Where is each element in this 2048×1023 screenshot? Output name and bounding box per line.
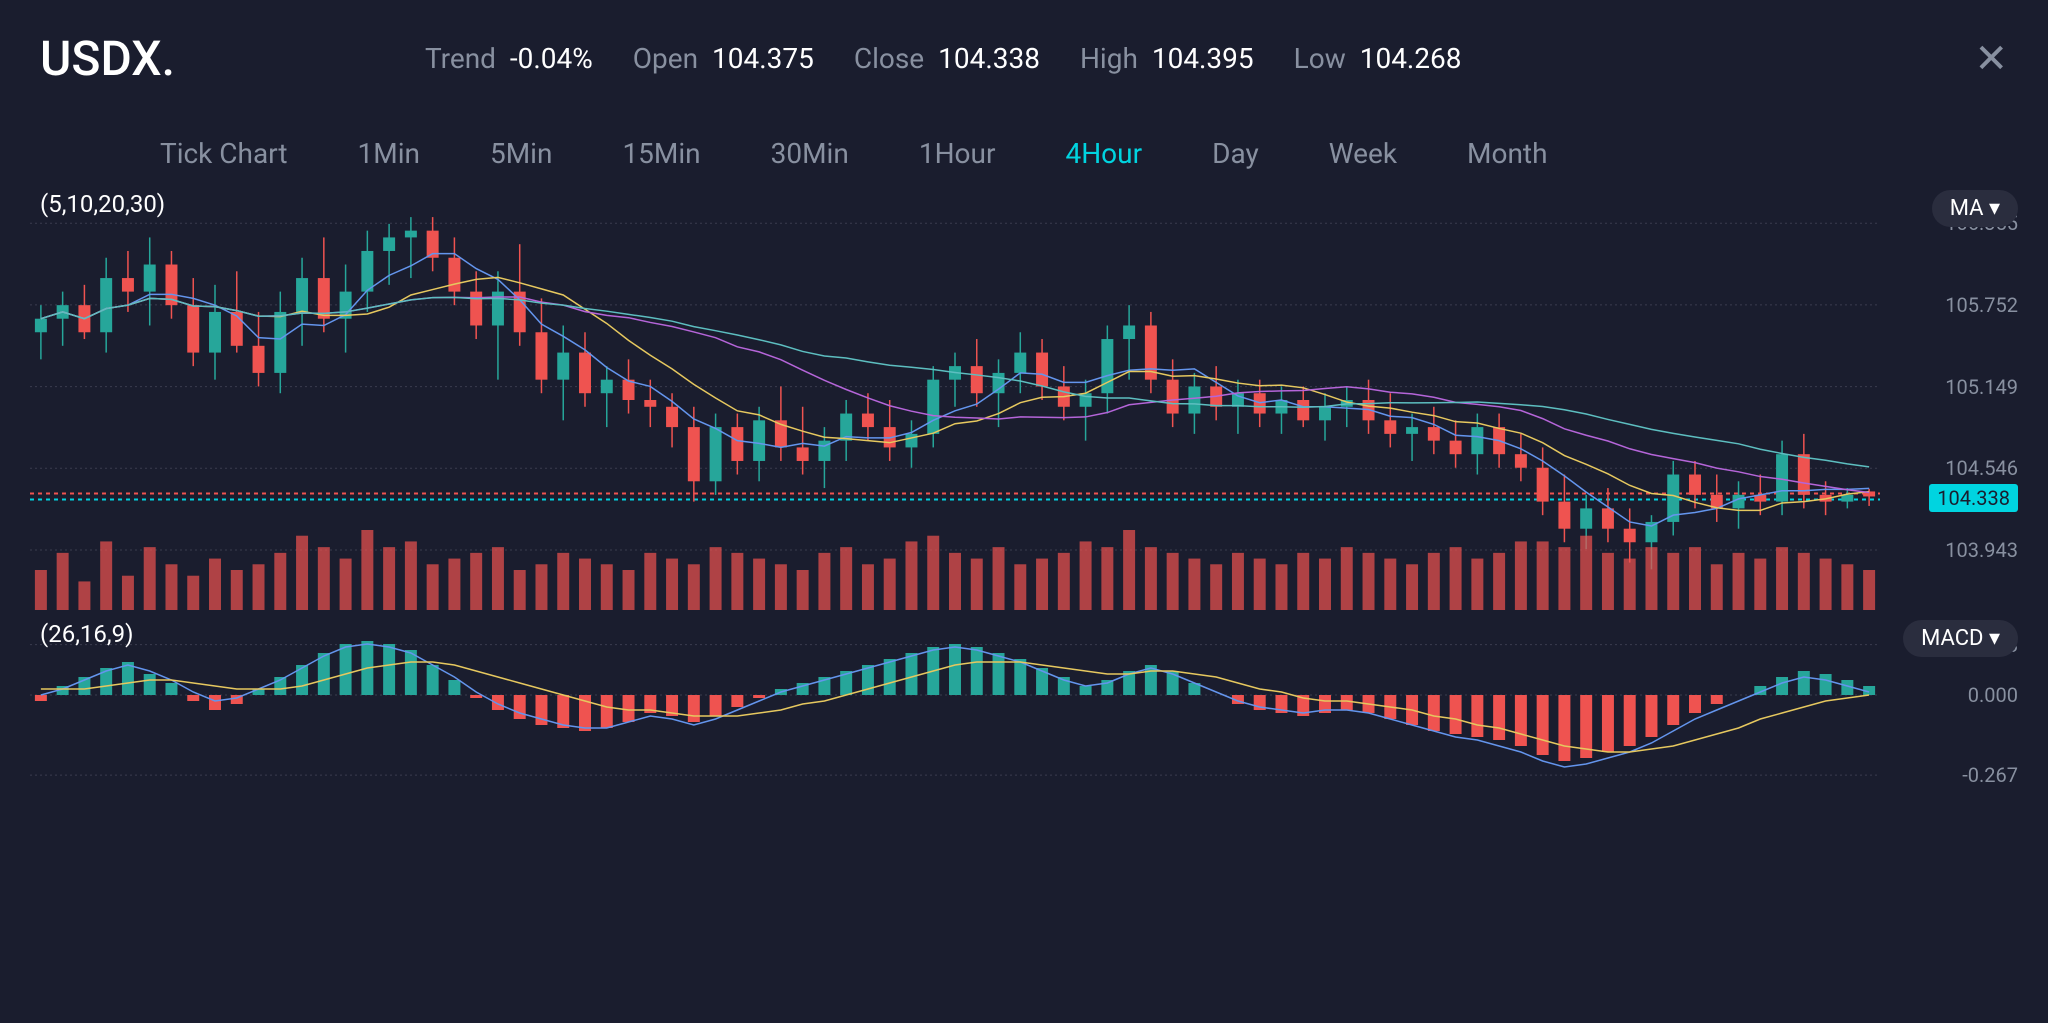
- price-chart-svg[interactable]: [30, 190, 1970, 610]
- timeframe-tab[interactable]: 5Min: [490, 137, 552, 170]
- price-y-label: 105.752: [1945, 293, 2018, 317]
- chevron-down-icon: ▾: [1989, 196, 2000, 221]
- ma-indicator-select[interactable]: MA ▾: [1932, 190, 2018, 227]
- stats-row: Trend -0.04% Open 104.375 Close 104.338 …: [425, 42, 1462, 75]
- timeframe-tab[interactable]: 1Hour: [919, 137, 996, 170]
- stat-trend: Trend -0.04%: [425, 42, 593, 75]
- timeframe-tab[interactable]: 4Hour: [1065, 137, 1142, 170]
- price-chart-container: (5,10,20,30) MA ▾ 106.355105.752105.1491…: [30, 190, 2018, 610]
- stat-low: Low 104.268: [1294, 42, 1462, 75]
- timeframe-tab[interactable]: Week: [1329, 137, 1397, 170]
- stat-close: Close 104.338: [854, 42, 1040, 75]
- macd-chart-svg[interactable]: [30, 620, 1970, 800]
- ma-params-label: (5,10,20,30): [40, 190, 165, 218]
- timeframe-tab[interactable]: 1Min: [358, 137, 420, 170]
- timeframe-tab[interactable]: Tick Chart: [160, 137, 288, 170]
- symbol-title: USDX.: [40, 30, 175, 87]
- timeframe-tab[interactable]: 15Min: [622, 137, 700, 170]
- close-button[interactable]: ✕: [1974, 35, 2008, 82]
- stat-high: High 104.395: [1080, 42, 1254, 75]
- macd-params-label: (26,16,9): [40, 620, 133, 648]
- timeframe-tab[interactable]: Day: [1212, 137, 1259, 170]
- timeframe-tab[interactable]: Month: [1467, 137, 1547, 170]
- macd-y-label: -0.267: [1962, 763, 2018, 787]
- macd-chart-container: (26,16,9) MACD ▾ 0.1680.000-0.267: [30, 620, 2018, 820]
- current-price-badge: 104.338: [1929, 484, 2018, 512]
- price-y-label: 104.546: [1945, 456, 2018, 480]
- stat-open: Open 104.375: [633, 42, 814, 75]
- chevron-down-icon: ▾: [1989, 626, 2000, 651]
- macd-indicator-select[interactable]: MACD ▾: [1903, 620, 2018, 657]
- price-y-label: 105.149: [1945, 375, 2018, 399]
- macd-y-label: 0.000: [1968, 683, 2018, 707]
- timeframe-tab[interactable]: 30Min: [771, 137, 849, 170]
- price-y-label: 103.943: [1945, 538, 2018, 562]
- chart-header: USDX. Trend -0.04% Open 104.375 Close 10…: [0, 0, 2048, 107]
- timeframe-tabs: Tick Chart 1Min 5Min 15Min 30Min 1Hour 4Hour Da…: [0, 107, 2048, 190]
